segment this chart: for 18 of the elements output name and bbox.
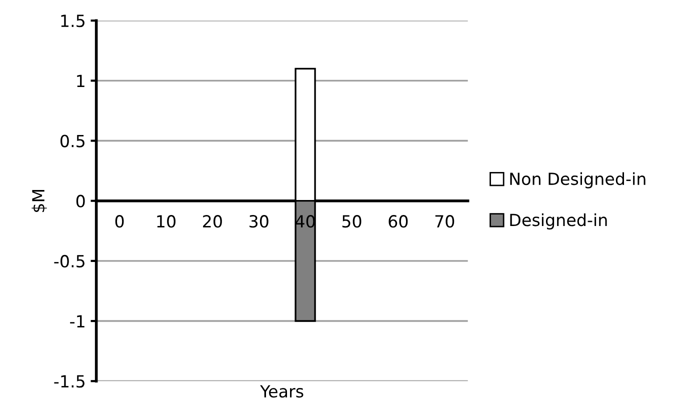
x-tick-label: 70 [435, 215, 454, 228]
x-tick-label: 20 [203, 215, 222, 228]
x-axis-title: Years [260, 385, 304, 398]
y-tick-label: 1 [77, 74, 84, 88]
y-tick-label: 0.5 [60, 134, 84, 148]
y-tick-label: 0 [76, 194, 85, 208]
x-tick-label: 60 [388, 215, 408, 228]
y-tick-label: 1.5 [61, 14, 84, 28]
y-tick-label: -0.5 [54, 254, 84, 268]
x-tick-label: 10 [157, 215, 176, 228]
y-tick-label: -1.5 [54, 375, 84, 388]
legend-label: Designed-in [510, 213, 607, 230]
y-tick-label: -1 [70, 315, 84, 328]
x-tick-label: 0 [115, 215, 124, 228]
x-tick-label: 30 [250, 215, 268, 228]
y-axis-title: $M [32, 190, 47, 212]
legend-label: Non Designed-in [510, 172, 646, 188]
x-tick-label: 50 [342, 215, 362, 228]
